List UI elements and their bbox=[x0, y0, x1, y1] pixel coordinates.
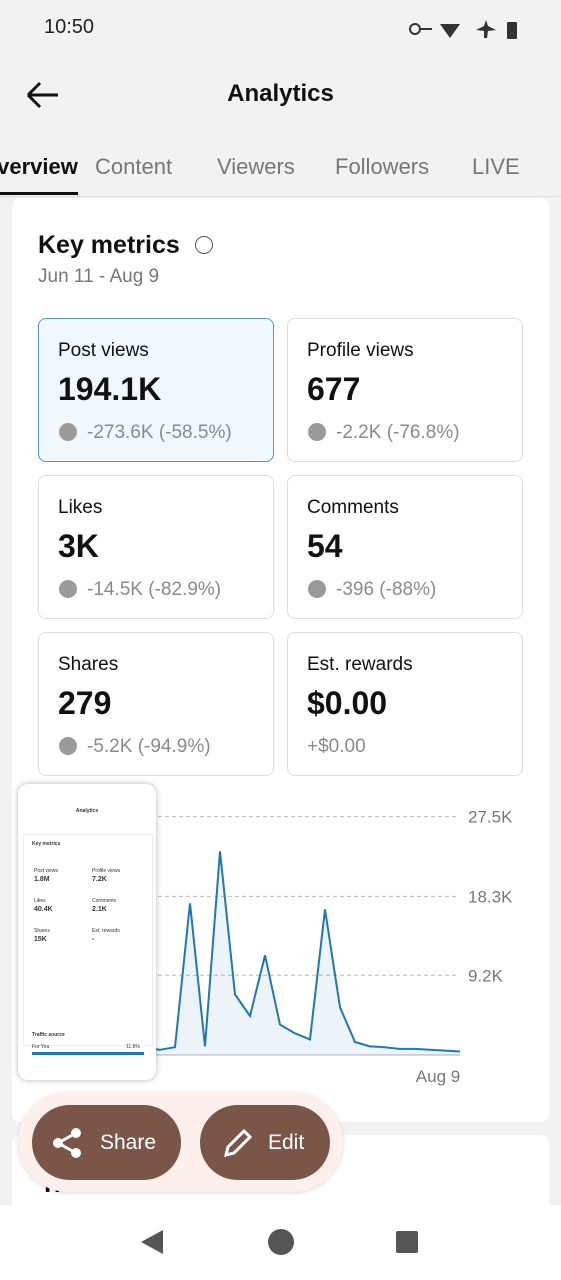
y-tick-label: 18.3K bbox=[468, 887, 513, 906]
metric-tile[interactable]: Profile views 677 -2.2K (-76.8%) bbox=[287, 318, 523, 462]
screenshot-thumbnail[interactable]: Analytics Key metrics Post views 1.8M Prof… bbox=[18, 784, 156, 1080]
mini-label: Profile views bbox=[92, 868, 121, 874]
down-icon bbox=[59, 737, 77, 755]
metric-label: Post views bbox=[58, 340, 149, 361]
metric-value: 279 bbox=[58, 685, 112, 721]
tab[interactable]: Overview bbox=[0, 154, 78, 179]
metric-change: -396 (-88%) bbox=[336, 579, 437, 600]
nav-bar bbox=[0, 1205, 561, 1280]
metric-change: -2.2K (-76.8%) bbox=[336, 422, 460, 443]
metric-tile[interactable]: Shares 279 -5.2K (-94.9%) bbox=[38, 632, 274, 776]
metric-value: 3K bbox=[58, 528, 99, 564]
mini-label: Shares bbox=[34, 928, 50, 934]
edit-label: Edit bbox=[268, 1131, 305, 1154]
mini-traffic: Traffic source bbox=[32, 1032, 65, 1038]
metric-label: Profile views bbox=[307, 340, 414, 361]
down-icon bbox=[308, 423, 326, 441]
divider bbox=[0, 196, 561, 197]
metric-label: Shares bbox=[58, 654, 119, 675]
down-icon bbox=[59, 580, 77, 598]
tab[interactable]: LIVE bbox=[472, 154, 520, 179]
clock: 10:50 bbox=[44, 16, 95, 38]
metric-tile[interactable]: Comments 54 -396 (-88%) bbox=[287, 475, 523, 619]
metric-change: +$0.00 bbox=[307, 736, 366, 757]
mini-source: For You bbox=[32, 1044, 50, 1050]
mini-label: Likes bbox=[34, 898, 46, 904]
metric-tile[interactable]: Likes 3K -14.5K (-82.9%) bbox=[38, 475, 274, 619]
mini-label: Post views bbox=[34, 868, 58, 874]
page-title: Analytics bbox=[227, 80, 334, 107]
mini-section: Key metrics bbox=[32, 841, 61, 847]
share-icon bbox=[53, 1128, 81, 1158]
mini-value: 1.8M bbox=[34, 876, 50, 883]
tab[interactable]: Content bbox=[95, 154, 173, 179]
tab[interactable]: Followers bbox=[335, 154, 430, 179]
metric-value: 194.1K bbox=[58, 371, 162, 407]
mini-label: Comments bbox=[92, 898, 117, 904]
metric-value: 54 bbox=[307, 528, 343, 564]
edit-button[interactable]: Edit bbox=[200, 1105, 330, 1180]
mini-value: 40.4K bbox=[34, 906, 53, 913]
mini-value: 2.1K bbox=[92, 906, 107, 913]
nav-icons bbox=[141, 1229, 418, 1255]
x-tick-label: Aug 9 bbox=[416, 1067, 460, 1086]
mini-value: 15K bbox=[34, 936, 47, 943]
y-tick-label: 9.2K bbox=[468, 966, 504, 985]
mini-value: 7.2K bbox=[92, 876, 107, 883]
metric-change: -14.5K (-82.9%) bbox=[87, 579, 222, 600]
share-button[interactable]: Share bbox=[32, 1105, 181, 1180]
mini-value: - bbox=[92, 936, 95, 943]
y-tick-label: 27.5K bbox=[468, 808, 513, 827]
edit-icon bbox=[223, 1128, 253, 1158]
card-title: Key metrics bbox=[38, 231, 180, 259]
mini-share: 11.6% bbox=[126, 1044, 140, 1050]
area bbox=[25, 851, 460, 1055]
back-button[interactable] bbox=[24, 80, 64, 110]
metric-change: -273.6K (-58.5%) bbox=[87, 422, 232, 443]
metric-tile[interactable]: Post views 194.1K -273.6K (-58.5%) bbox=[38, 318, 274, 462]
tab[interactable]: Viewers bbox=[217, 154, 295, 179]
mini-bar bbox=[32, 1052, 144, 1055]
metric-value: 677 bbox=[307, 371, 361, 407]
share-label: Share bbox=[100, 1131, 157, 1154]
tab-indicator bbox=[0, 192, 78, 195]
metric-value: $0.00 bbox=[307, 685, 388, 721]
mini-label: Est. rewards bbox=[92, 928, 120, 934]
mini-title: Analytics bbox=[75, 808, 99, 814]
metric-tile[interactable]: Est. rewards $0.00 +$0.00 bbox=[287, 632, 523, 776]
down-icon bbox=[59, 423, 77, 441]
down-icon bbox=[308, 580, 326, 598]
info-icon[interactable] bbox=[195, 236, 213, 254]
metric-label: Est. rewards bbox=[307, 654, 413, 675]
status-icons bbox=[409, 20, 517, 39]
metric-change: -5.2K (-94.9%) bbox=[87, 736, 211, 757]
metric-label: Likes bbox=[58, 497, 103, 518]
metric-label: Comments bbox=[307, 497, 399, 518]
mini-card bbox=[23, 834, 153, 1046]
date-range: Jun 11 - Aug 9 bbox=[38, 266, 160, 287]
